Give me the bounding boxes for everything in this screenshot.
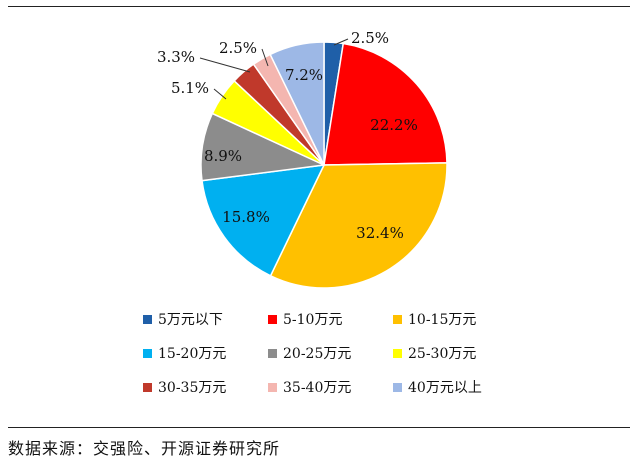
legend-item: 25-30万元 <box>393 342 533 364</box>
data-label: 2.5% <box>219 39 257 57</box>
legend-swatch <box>143 382 152 392</box>
legend-label: 10-15万元 <box>408 312 477 328</box>
legend-item: 5万元以下 <box>143 308 268 330</box>
data-label: 3.3% <box>157 48 195 66</box>
leader-line <box>333 38 349 46</box>
legend-label: 15-20万元 <box>158 346 227 362</box>
legend-label: 5-10万元 <box>283 312 343 328</box>
legend-label: 30-35万元 <box>158 380 227 396</box>
legend-swatch <box>393 314 402 324</box>
legend-item: 5-10万元 <box>268 308 393 330</box>
source-note: 数据来源：交强险、开源证券研究所 <box>8 439 281 458</box>
legend-label: 35-40万元 <box>283 380 352 396</box>
pie-chart: 2.5% 22.2% 32.4% 15.8% 8.9% 5.1% 3.3% 2.5% 7.2% <box>157 29 448 289</box>
data-label: 15.8% <box>222 208 270 226</box>
data-label: 32.4% <box>356 224 404 242</box>
data-label: 5.1% <box>171 79 209 97</box>
legend-item: 20-25万元 <box>268 342 393 364</box>
legend-item: 15-20万元 <box>143 342 268 364</box>
leader-line <box>213 88 227 100</box>
legend-swatch <box>268 348 277 358</box>
legend-swatch <box>393 382 402 392</box>
legend-item: 10-15万元 <box>393 308 533 330</box>
leader-line <box>199 57 251 73</box>
legend-swatch <box>393 348 402 358</box>
legend-item: 40万元以上 <box>393 376 533 398</box>
legend-swatch <box>143 348 152 358</box>
legend-swatch <box>268 314 277 324</box>
legend-label: 5万元以下 <box>158 312 223 328</box>
pie-slice <box>269 41 325 166</box>
legend: 5万元以下 5-10万元 10-15万元 15-20万元 20-25万元 25-30万元 3… <box>143 308 543 398</box>
pie-slice <box>323 42 448 166</box>
top-rule <box>8 6 630 7</box>
data-label: 22.2% <box>370 116 418 134</box>
legend-item: 35-40万元 <box>268 376 393 398</box>
legend-swatch <box>268 382 277 392</box>
leader-line <box>261 48 269 67</box>
data-label: 7.2% <box>285 66 323 84</box>
pie-slice <box>201 164 326 277</box>
data-label: 8.9% <box>204 147 242 165</box>
legend-label: 40万元以上 <box>408 380 482 396</box>
legend-item: 30-35万元 <box>143 376 268 398</box>
legend-label: 20-25万元 <box>283 346 352 362</box>
legend-label: 25-30万元 <box>408 346 477 362</box>
bottom-rule <box>8 427 630 428</box>
data-label: 2.5% <box>351 29 389 47</box>
pie-slice <box>269 162 448 289</box>
legend-swatch <box>143 314 152 324</box>
